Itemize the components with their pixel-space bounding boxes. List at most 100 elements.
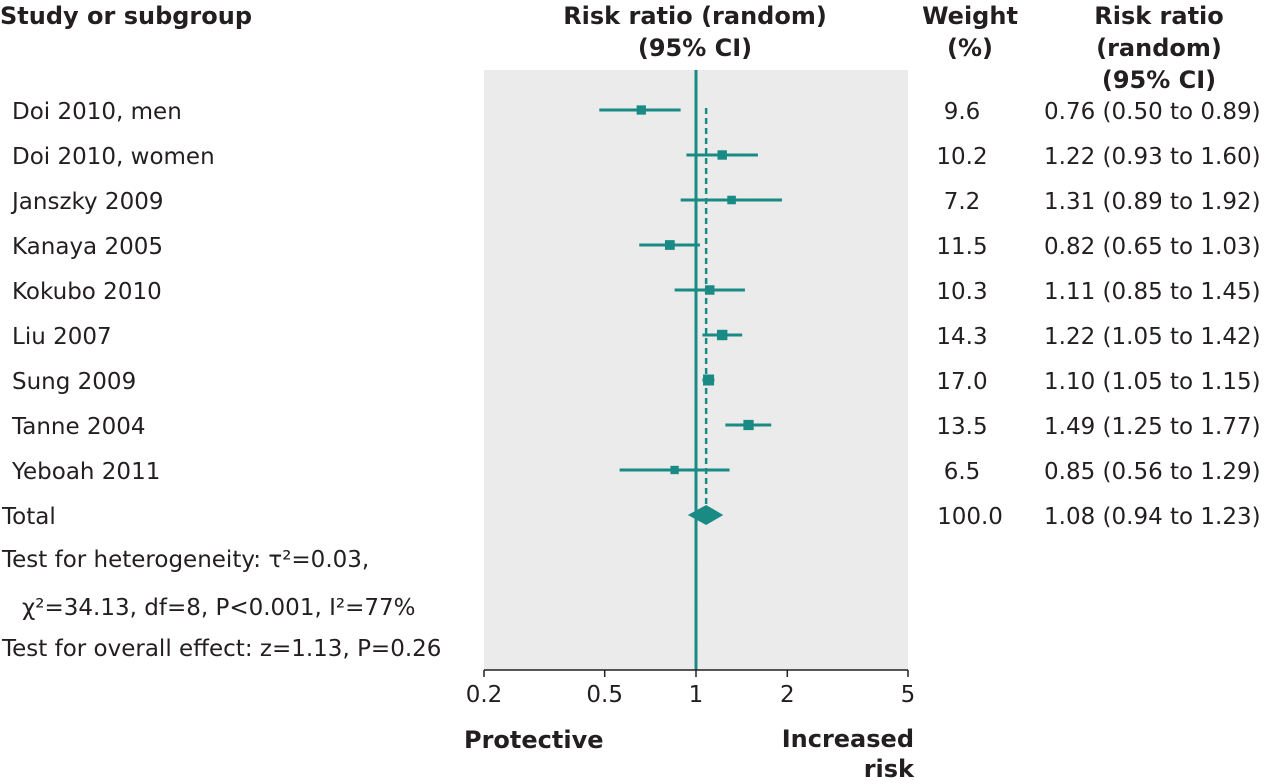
texture-dot [812,328,813,329]
texture-dot [772,258,773,259]
texture-dot [822,508,823,509]
texture-dot [872,448,873,449]
texture-dot [562,258,563,259]
texture-dot [812,468,813,469]
texture-dot [762,538,763,539]
texture-dot [882,328,883,329]
texture-dot [752,448,753,449]
texture-dot [842,388,843,389]
texture-dot [492,208,493,209]
texture-dot [782,108,783,109]
texture-dot [882,218,883,219]
texture-dot [562,648,563,649]
texture-dot [712,608,713,609]
texture-dot [522,498,523,499]
texture-dot [852,378,853,379]
texture-dot [522,538,523,539]
texture-dot [872,138,873,139]
texture-dot [562,408,563,409]
texture-dot [842,528,843,529]
texture-dot [542,608,543,609]
texture-dot [582,278,583,279]
texture-dot [592,438,593,439]
texture-dot [782,278,783,279]
texture-dot [762,648,763,649]
texture-dot [722,148,723,149]
texture-dot [492,418,493,419]
texture-dot [722,398,723,399]
texture-dot [612,628,613,629]
texture-dot [602,298,603,299]
texture-dot [812,108,813,109]
texture-dot [762,108,763,109]
texture-dot [702,578,703,579]
texture-dot [872,118,873,119]
texture-dot [562,298,563,299]
texture-dot [732,378,733,379]
texture-dot [492,658,493,659]
texture-dot [622,618,623,619]
texture-dot [772,418,773,419]
texture-dot [552,148,553,149]
texture-dot [512,178,513,179]
texture-dot [792,508,793,509]
texture-dot [772,288,773,289]
texture-dot [632,338,633,339]
texture-dot [752,668,753,669]
texture-dot [852,438,853,439]
texture-dot [492,248,493,249]
texture-dot [762,508,763,509]
texture-dot [612,268,613,269]
texture-dot [902,618,903,619]
texture-dot [642,618,643,619]
texture-dot [792,338,793,339]
texture-dot [552,348,553,349]
texture-dot [502,598,503,599]
texture-dot [502,198,503,199]
texture-dot [542,318,543,319]
texture-dot [902,458,903,459]
texture-dot [682,108,683,109]
texture-dot [622,148,623,149]
texture-dot [642,398,643,399]
texture-dot [562,608,563,609]
texture-dot [782,328,783,329]
texture-dot [682,148,683,149]
texture-dot [672,418,673,419]
texture-dot [782,538,783,539]
texture-dot [672,398,673,399]
texture-dot [752,528,753,529]
texture-dot [532,448,533,449]
study-label: Janszky 2009 [10,189,163,215]
texture-dot [762,78,763,79]
texture-dot [872,398,873,399]
texture-dot [712,298,713,299]
texture-dot [582,208,583,209]
texture-dot [882,388,883,389]
texture-dot [852,328,853,329]
texture-dot [592,248,593,249]
texture-dot [832,398,833,399]
texture-dot [522,608,523,609]
texture-dot [522,598,523,599]
texture-dot [872,408,873,409]
texture-dot [552,158,553,159]
texture-dot [902,468,903,469]
texture-dot [772,458,773,459]
texture-dot [732,248,733,249]
texture-dot [712,308,713,309]
texture-dot [762,228,763,229]
texture-dot [632,478,633,479]
texture-dot [892,328,893,329]
texture-dot [762,88,763,89]
texture-dot [652,208,653,209]
texture-dot [812,398,813,399]
texture-dot [722,128,723,129]
texture-dot [782,528,783,529]
texture-dot [802,98,803,99]
texture-dot [582,618,583,619]
texture-dot [662,558,663,559]
texture-dot [682,508,683,509]
texture-dot [802,368,803,369]
texture-dot [832,168,833,169]
